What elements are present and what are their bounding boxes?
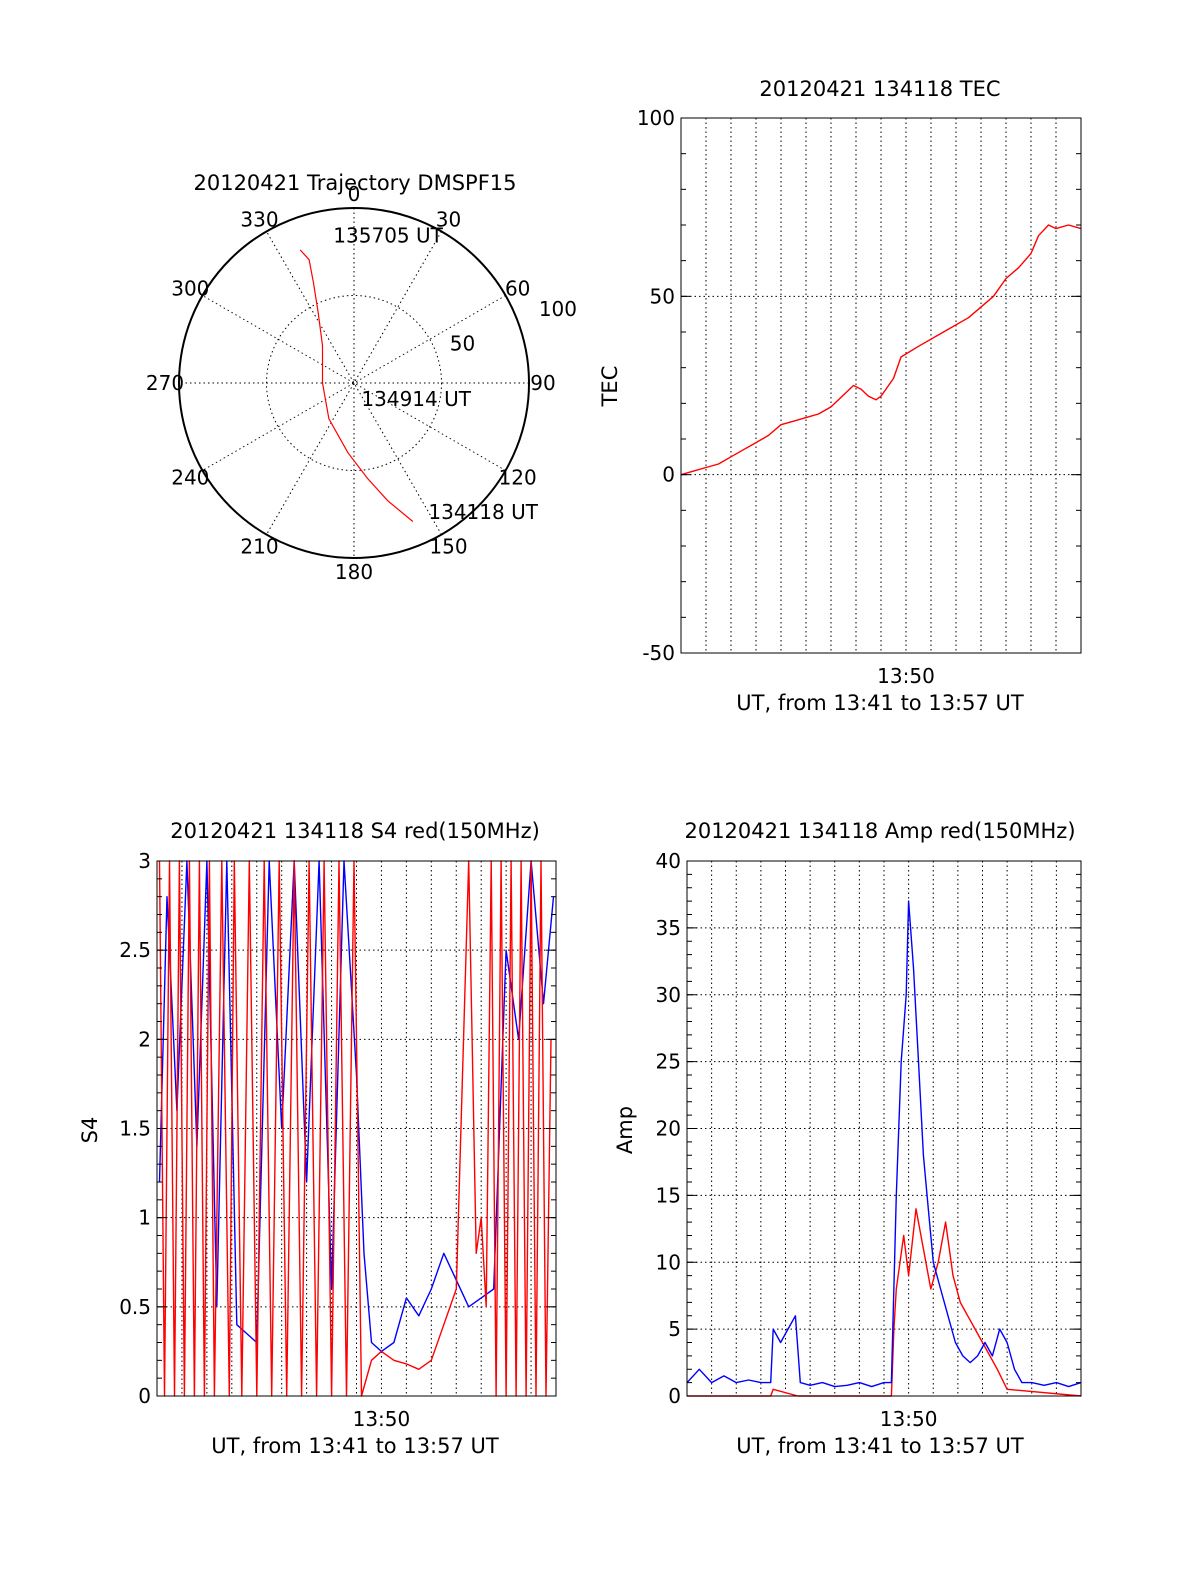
series <box>680 224 1082 476</box>
polar-radial-label: 100 <box>539 297 577 321</box>
y-tick-label: 20 <box>656 1117 681 1141</box>
series-line <box>680 224 1082 476</box>
y-tick-label: 40 <box>656 849 681 873</box>
polar-angle-label: 240 <box>171 466 209 490</box>
y-tick-label: 1.5 <box>119 1117 151 1141</box>
series <box>686 900 1082 1397</box>
polar-angle-labels: 0 30 60 90 120 150 180 210 240 270 300 330 <box>146 182 556 584</box>
y-axis-label: TEC <box>598 366 622 408</box>
polar-angle-label: 60 <box>505 277 530 301</box>
polar-angle-label: 210 <box>240 535 278 559</box>
amp-panel: 20120421 134118 Amp red(150MHz) 40 35 30 25… <box>613 819 1082 1458</box>
y-tick-label: 0 <box>138 1384 151 1408</box>
grid <box>157 861 556 1396</box>
polar-radial-labels: 50 100 <box>450 297 577 356</box>
polar-annotations: 135705 UT 134914 UT 134118 UT <box>333 224 538 524</box>
y-tick-labels: 3 2.5 2 1.5 1 0.5 0 <box>119 849 556 1408</box>
y-tick-label: 3 <box>138 849 151 873</box>
grid <box>681 118 1081 653</box>
trajectory-time-label: 135705 UT <box>333 224 443 248</box>
y-tick-label: 10 <box>656 1250 681 1274</box>
y-tick-label: 2.5 <box>119 938 151 962</box>
y-tick-label: 0 <box>668 1384 681 1408</box>
x-axis-label: UT, from 13:41 to 13:57 UT <box>736 1434 1024 1458</box>
polar-angle-label: 30 <box>436 207 461 231</box>
x-tick-labels: 13:50 <box>353 1407 411 1431</box>
y-tick-label: 15 <box>656 1183 681 1207</box>
polar-trajectory-panel: 20120421 Trajectory DMSPF15 0 30 60 90 120 15… <box>146 171 577 584</box>
polar-angle-label: 120 <box>499 466 537 490</box>
polar-angle-label: 300 <box>171 277 209 301</box>
grid <box>687 861 1081 1396</box>
y-tick-label: 50 <box>650 284 675 308</box>
trajectory-time-label: 134118 UT <box>428 500 538 524</box>
polar-grid <box>178 207 530 559</box>
polar-angle-label: 270 <box>146 371 184 395</box>
y-tick-label: 2 <box>138 1027 151 1051</box>
polar-grid-ring <box>266 295 442 471</box>
trajectory-time-label: 134914 UT <box>361 387 471 411</box>
y-tick-label: 1 <box>138 1206 151 1230</box>
polar-angle-label: 330 <box>240 207 278 231</box>
x-tick-labels: 13:50 <box>880 1407 938 1431</box>
y-tick-label: -50 <box>642 641 675 665</box>
y-tick-label: 30 <box>656 983 681 1007</box>
y-tick-labels: 100 50 0 -50 <box>637 106 1081 665</box>
s4-panel: 20120421 134118 S4 red(150MHz) 3 2.5 2 1.5 1… <box>78 819 557 1458</box>
x-axis-label: UT, from 13:41 to 13:57 UT <box>736 691 1024 715</box>
polar-radial-label: 50 <box>450 331 475 355</box>
x-tick-label: 13:50 <box>877 664 935 688</box>
polar-series <box>299 249 414 522</box>
tec-panel: 20120421 134118 TEC 100 50 0 -50 13:50 UT, … <box>598 77 1082 715</box>
y-tick-label: 5 <box>668 1317 681 1341</box>
y-tick-label: 0 <box>662 463 675 487</box>
series-line <box>686 900 1082 1388</box>
polar-angle-label: 180 <box>335 560 373 584</box>
y-tick-label: 100 <box>637 106 675 130</box>
y-tick-label: 35 <box>656 916 681 940</box>
polar-angle-label: 0 <box>348 182 361 206</box>
chart-title: 20120421 Trajectory DMSPF15 <box>193 171 516 195</box>
chart-title: 20120421 134118 Amp red(150MHz) <box>684 819 1075 843</box>
x-tick-label: 13:50 <box>880 1407 938 1431</box>
chart-title: 20120421 134118 TEC <box>759 77 1000 101</box>
y-axis-label: Amp <box>613 1106 637 1154</box>
series-line <box>158 860 555 1353</box>
x-axis-label: UT, from 13:41 to 13:57 UT <box>211 1434 499 1458</box>
y-tick-label: 25 <box>656 1050 681 1074</box>
y-tick-labels: 40 35 30 25 20 15 10 5 0 <box>656 849 1081 1408</box>
y-tick-label: 0.5 <box>119 1295 151 1319</box>
x-tick-labels: 13:50 <box>877 664 935 688</box>
trajectory-line <box>299 249 414 522</box>
chart-title: 20120421 134118 S4 red(150MHz) <box>170 819 540 843</box>
polar-angle-label: 90 <box>530 371 555 395</box>
plot-frame <box>680 117 1082 654</box>
polar-angle-label: 150 <box>429 535 467 559</box>
y-axis-label: S4 <box>78 1117 102 1144</box>
x-tick-label: 13:50 <box>353 1407 411 1431</box>
